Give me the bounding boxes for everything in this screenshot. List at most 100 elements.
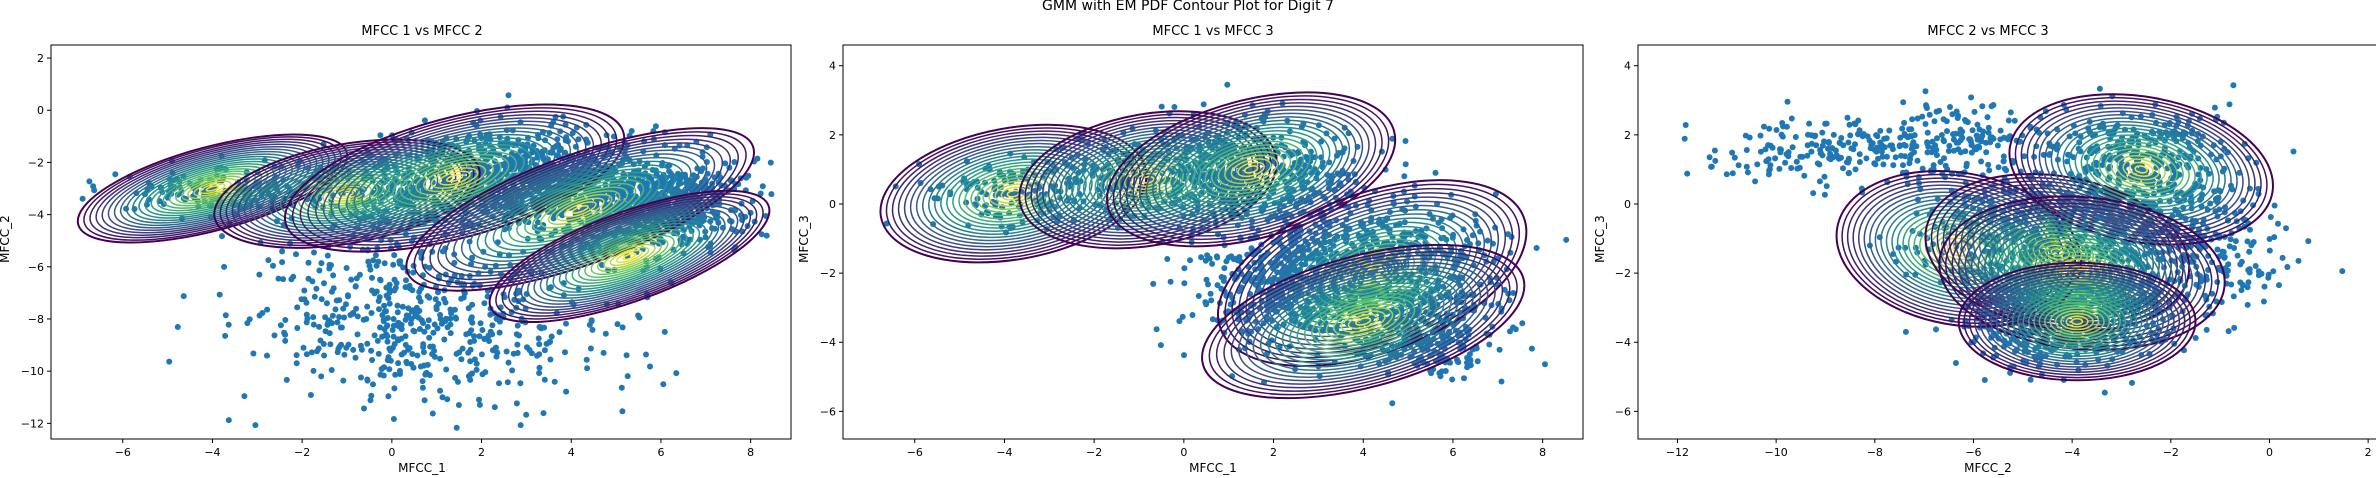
x-tick-label: −2: [294, 446, 310, 459]
scatter-point: [1401, 173, 1408, 180]
scatter-point: [619, 324, 626, 331]
contour-ring: [1217, 151, 1285, 188]
scatter-point: [535, 335, 542, 342]
contour-ring: [315, 117, 595, 240]
scatter-point: [1510, 324, 1517, 331]
scatter-point: [281, 329, 288, 336]
scatter-point: [364, 303, 371, 310]
scatter-point: [265, 257, 272, 264]
contour-ring: [1224, 154, 1279, 185]
scatter-point: [310, 314, 317, 321]
contour-ring: [1237, 261, 1489, 382]
scatter-point: [416, 294, 422, 301]
scatter-point: [386, 366, 393, 373]
scatter-point: [674, 187, 681, 193]
scatter-point: [493, 315, 500, 322]
subplot-2-title: MFCC 1 vs MFCC 3: [1152, 24, 1273, 39]
scatter-point: [1181, 265, 1188, 272]
scatter-point: [259, 310, 266, 316]
scatter-point: [1181, 280, 1188, 287]
contour-ring: [361, 137, 548, 219]
scatter-point: [452, 374, 459, 381]
contour-ring: [1047, 126, 1249, 234]
x-tick-label: 4: [568, 446, 575, 459]
scatter-point: [1224, 81, 1231, 88]
contour-ring: [199, 182, 226, 195]
scatter-point: [491, 404, 498, 411]
scatter-point: [1302, 171, 1309, 178]
scatter-point: [536, 341, 543, 348]
scatter-point: [394, 302, 401, 309]
scatter-point: [1389, 400, 1396, 407]
scatter-point: [486, 338, 492, 344]
contour-ring: [565, 225, 694, 287]
scatter-point: [523, 411, 530, 418]
scatter-point: [369, 357, 376, 363]
scatter-point: [318, 296, 325, 303]
subplot-2-xlabel: MFCC_1: [1189, 461, 1237, 475]
scatter-point: [417, 250, 424, 257]
contour-ring: [590, 237, 669, 276]
scatter-point: [322, 328, 329, 335]
scatter-point: [411, 328, 418, 335]
scatter-point: [1757, 148, 1764, 155]
scatter-point: [311, 249, 317, 256]
scatter-point: [308, 349, 315, 356]
contour-ring: [1280, 217, 1465, 329]
scatter-point: [768, 191, 775, 198]
subplot-1: MFCC 1 vs MFCC 2 MFCC_1 MFCC_2 −6 −4 −2 0 2 4…: [0, 24, 792, 475]
scatter-point: [372, 252, 379, 259]
scatter-point: [1563, 236, 1570, 243]
scatter-point: [343, 344, 350, 351]
scatter-point: [322, 314, 329, 321]
contour-ring: [399, 153, 510, 203]
scatter-point: [293, 251, 299, 258]
contour-ring: [1201, 243, 1526, 400]
scatter-point: [1411, 193, 1418, 200]
scatter-point: [442, 299, 449, 306]
scatter-point: [439, 394, 446, 401]
contour-ring: [1145, 112, 1357, 227]
subplot-1-xlabel: MFCC_1: [398, 461, 446, 475]
scatter-point: [390, 316, 397, 322]
scatter-point: [391, 252, 398, 259]
scatter-point: [425, 317, 432, 324]
scatter-point: [294, 325, 301, 331]
scatter-point: [403, 277, 409, 284]
scatter-point: [447, 321, 454, 328]
contour-ring: [453, 149, 708, 270]
scatter-point: [298, 296, 305, 303]
scatter-point: [390, 333, 397, 340]
scatter-point: [370, 257, 377, 264]
scatter-point: [301, 287, 308, 294]
scatter-point: [510, 350, 517, 357]
scatter-point: [635, 312, 642, 319]
contour-ring: [1191, 137, 1311, 202]
scatter-point: [403, 312, 410, 319]
scatter-point: [1501, 286, 1508, 293]
scatter-point: [352, 283, 359, 290]
scatter-point: [348, 276, 355, 283]
scatter-point: [647, 194, 654, 201]
scatter-point: [368, 392, 375, 399]
contour-ring: [1211, 147, 1292, 192]
scatter-point: [1528, 345, 1535, 352]
scatter-point: [364, 340, 371, 347]
scatter-point: [463, 331, 470, 338]
scatter-point: [222, 332, 229, 339]
scatter-point: [496, 329, 503, 336]
contour-ring: [89, 138, 336, 239]
contour-ring: [213, 138, 481, 249]
scatter-point: [321, 352, 328, 359]
scatter-point: [1442, 292, 1449, 299]
contour-ring: [291, 107, 618, 250]
scatter-point: [405, 305, 412, 312]
x-tick-label: 6: [1449, 446, 1456, 459]
scatter-point: [1189, 312, 1196, 318]
x-tick-label: 8: [1539, 446, 1546, 459]
scatter-point: [465, 349, 472, 356]
contour-ring: [1215, 251, 1511, 392]
scatter-point: [1477, 281, 1484, 288]
contour-ring: [415, 160, 494, 196]
scatter-point: [390, 416, 397, 422]
